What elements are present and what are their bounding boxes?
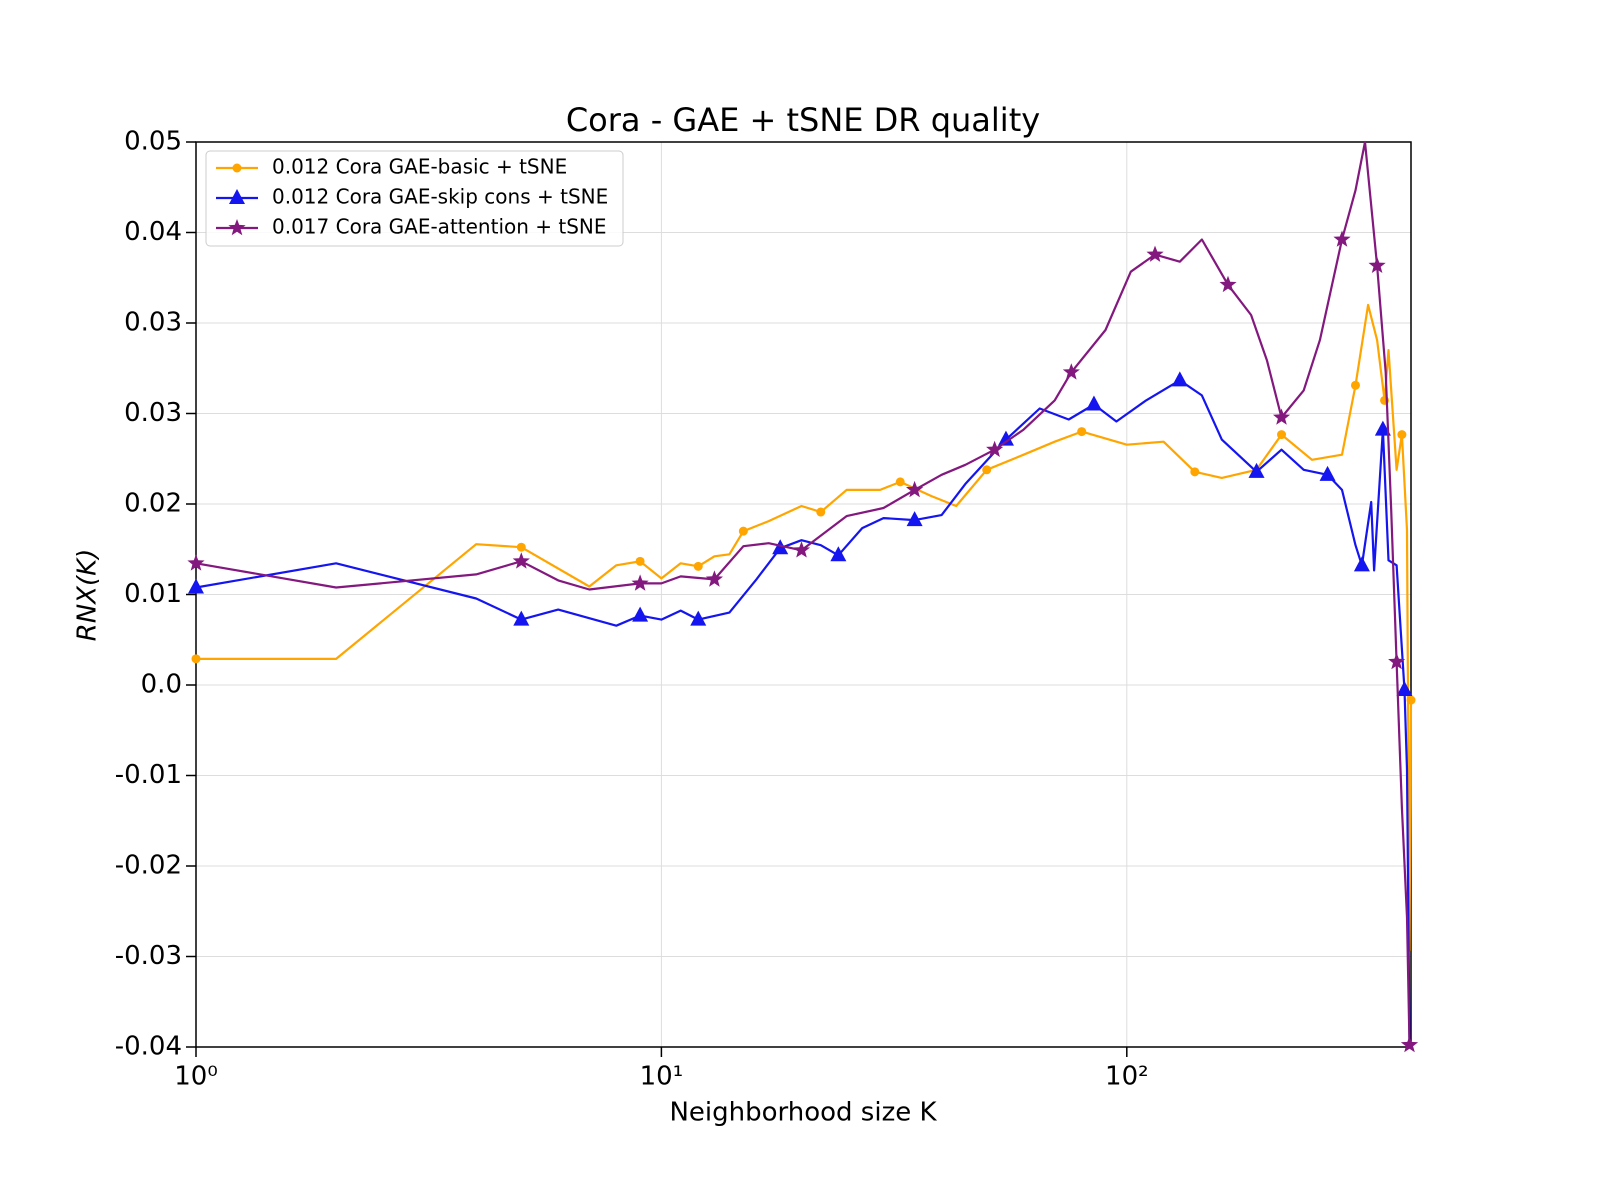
y-tick-label: 0.05: [124, 127, 182, 157]
point-marker: [1397, 430, 1407, 440]
point-marker: [1248, 462, 1265, 478]
y-tick-label: 0.01: [124, 579, 182, 609]
point-marker: [1368, 256, 1386, 273]
point-marker: [792, 541, 811, 558]
legend-marker: [228, 219, 246, 236]
point-marker: [986, 440, 1004, 457]
plot-frame: [195, 141, 1412, 1048]
point-marker: [188, 578, 204, 594]
point-marker: [1400, 1036, 1419, 1053]
series-line: [195, 379, 1411, 1041]
point-marker: [635, 556, 645, 566]
y-tick-label: -0.01: [115, 760, 182, 790]
point-marker: [1171, 371, 1188, 387]
point-marker: [1374, 420, 1391, 436]
y-tick-label: 0.02: [124, 489, 182, 519]
point-marker: [690, 610, 707, 626]
legend-box: [205, 150, 624, 247]
point-marker: [906, 511, 923, 527]
point-marker: [1353, 556, 1370, 572]
x-axis-label: Neighborhood size K: [669, 1098, 937, 1128]
x-tick-label: 10⁰: [174, 1062, 218, 1092]
point-marker: [1273, 408, 1291, 425]
point-marker: [1406, 695, 1416, 705]
y-tick-label: -0.02: [115, 851, 182, 881]
point-marker: [1350, 380, 1360, 390]
legend: 0.012 Cora GAE-basic + tSNE 0.012 Cora GA…: [205, 150, 624, 247]
x-tick-label: 10²: [1105, 1062, 1149, 1092]
point-marker: [1277, 430, 1287, 440]
point-marker: [631, 574, 649, 591]
point-marker: [997, 430, 1014, 446]
point-marker: [906, 480, 924, 498]
chart-title: Cora - GAE + tSNE DR quality: [566, 101, 1040, 139]
point-marker: [1388, 652, 1406, 670]
legend-label: 0.017 Cora GAE-attention + tSNE: [272, 215, 607, 239]
point-marker: [1190, 467, 1200, 477]
y-tick-label: 0.0: [141, 670, 182, 700]
y-tick-label: -0.03: [115, 941, 182, 971]
y-axis-label: RNX(K): [73, 549, 103, 642]
point-marker: [1219, 275, 1237, 293]
point-marker: [1077, 427, 1087, 437]
point-marker: [982, 465, 992, 475]
y-tick-label: 0.03: [124, 308, 182, 338]
point-marker: [1146, 245, 1164, 262]
y-tick-label: 0.04: [124, 217, 182, 247]
point-marker: [513, 610, 530, 626]
y-tick-label: -0.04: [115, 1032, 182, 1062]
point-marker: [632, 606, 649, 622]
point-marker: [1333, 230, 1351, 247]
point-marker: [830, 546, 847, 562]
point-marker: [705, 570, 723, 587]
point-marker: [816, 507, 826, 517]
y-tick-label: 0.03: [124, 398, 182, 428]
point-marker: [516, 542, 526, 552]
point-marker: [512, 552, 530, 569]
x-tick-label: 10¹: [640, 1062, 684, 1092]
point-marker: [738, 526, 748, 536]
point-marker: [895, 477, 905, 487]
point-marker: [187, 554, 205, 571]
point-marker: [1062, 363, 1080, 380]
legend-marker: [229, 189, 245, 204]
point-marker: [1085, 395, 1102, 411]
legend-label: 0.012 Cora GAE-skip cons + tSNE: [272, 185, 608, 209]
point-marker: [1319, 465, 1336, 481]
legend-marker: [232, 163, 242, 173]
legend-label: 0.012 Cora GAE-basic + tSNE: [272, 155, 567, 179]
series-line: [196, 303, 1413, 952]
point-marker: [1396, 681, 1413, 697]
point-marker: [693, 561, 703, 571]
point-marker: [191, 654, 201, 664]
